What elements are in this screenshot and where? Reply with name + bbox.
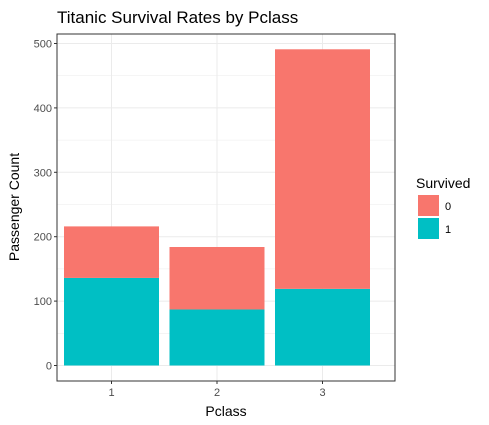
legend-label-1: 1 bbox=[445, 224, 451, 236]
y-axis-title: Passenger Count bbox=[6, 153, 22, 261]
bar-pclass-3-survived-1 bbox=[275, 288, 370, 366]
bar-pclass-1-survived-1 bbox=[64, 277, 159, 366]
y-tick-label: 100 bbox=[34, 296, 52, 308]
bars-layer bbox=[64, 49, 370, 366]
legend-key-1 bbox=[418, 218, 439, 239]
y-tick-label: 200 bbox=[34, 232, 52, 244]
bar-pclass-1-survived-0 bbox=[64, 226, 159, 278]
bar-pclass-2-survived-0 bbox=[169, 247, 265, 310]
legend-key-0 bbox=[418, 195, 439, 216]
chart-title: Titanic Survival Rates by Pclass bbox=[57, 8, 298, 27]
bar-pclass-2-survived-1 bbox=[169, 309, 265, 366]
y-tick-label: 400 bbox=[34, 103, 52, 115]
bar-pclass-3-survived-0 bbox=[275, 49, 370, 289]
x-axis-title: Pclass bbox=[205, 403, 246, 419]
legend-title: Survived bbox=[416, 175, 470, 191]
legend: Survived 0 1 bbox=[416, 175, 470, 239]
y-tick-label: 300 bbox=[34, 167, 52, 179]
x-tick-label: 2 bbox=[214, 387, 220, 399]
y-axis: 0 100 200 300 400 500 bbox=[34, 39, 57, 373]
x-tick-label: 3 bbox=[319, 387, 325, 399]
y-tick-label: 0 bbox=[46, 361, 52, 373]
x-axis: 1 2 3 bbox=[108, 381, 326, 399]
plot-panel-border bbox=[56, 33, 396, 382]
legend-label-0: 0 bbox=[445, 201, 451, 213]
x-tick-label: 1 bbox=[108, 387, 114, 399]
y-tick-label: 500 bbox=[34, 39, 52, 51]
